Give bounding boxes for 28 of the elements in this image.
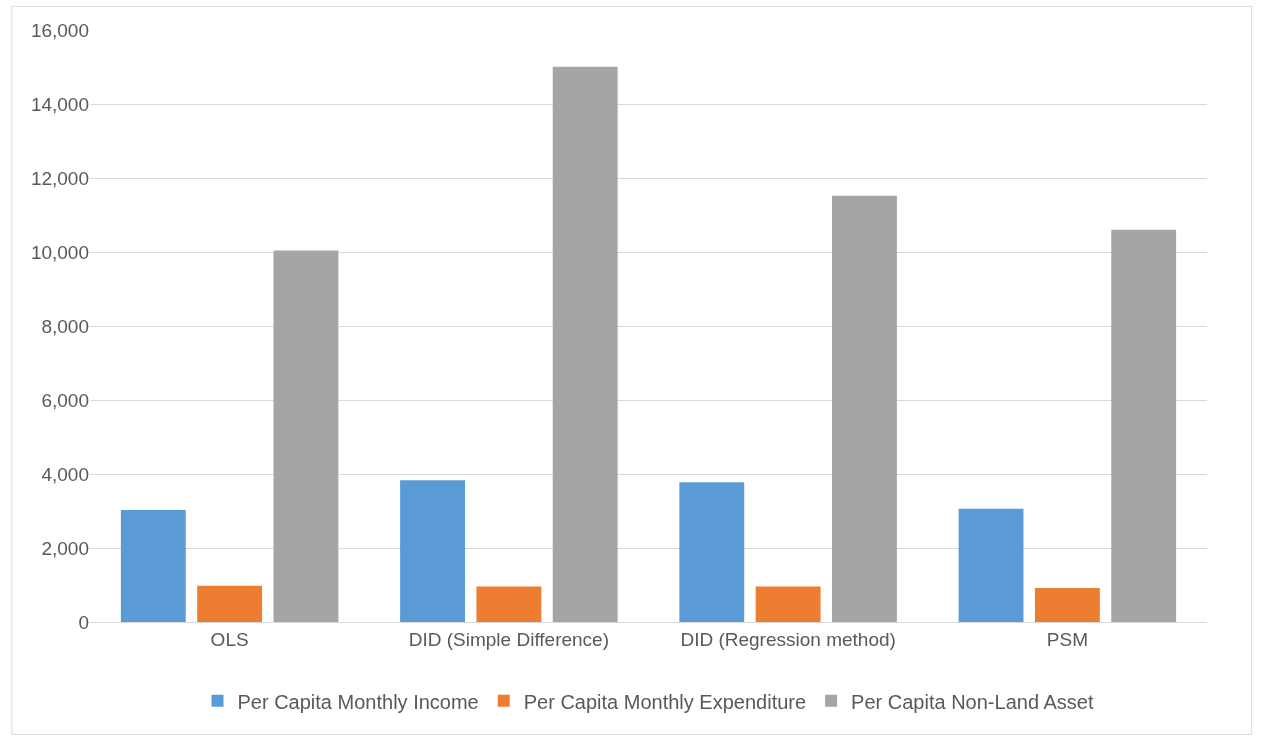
bar [273, 250, 339, 622]
bar [120, 509, 186, 622]
y-tick-label: 16,000 [30, 19, 89, 41]
y-tick-label: 0 [78, 611, 89, 633]
y-tick-label: 8,000 [41, 315, 89, 337]
bar [832, 195, 897, 622]
x-tick-label: PSM [1046, 628, 1088, 650]
y-tick-label: 14,000 [30, 93, 89, 115]
y-tick-label: 6,000 [41, 389, 89, 411]
bar [1034, 587, 1100, 622]
legend-label: Per Capita Monthly Expenditure [523, 690, 807, 713]
x-tick-label: DID (Regression method) [680, 628, 896, 650]
bar [1111, 229, 1177, 622]
y-tick-label: 12,000 [30, 167, 89, 189]
y-tick-label: 2,000 [41, 537, 89, 559]
bar [679, 482, 745, 622]
y-tick-label: 4,000 [41, 463, 89, 485]
bar [476, 586, 542, 622]
x-tick-label: OLS [210, 628, 249, 650]
bar [197, 585, 263, 622]
legend-label: Per Capita Monthly Income [237, 690, 479, 713]
x-tick-label: DID (Simple Difference) [408, 628, 610, 650]
legend-label: Per Capita Non-Land Asset [851, 690, 1094, 713]
bar [755, 586, 821, 622]
bar [552, 66, 618, 622]
y-tick-label: 10,000 [30, 241, 89, 263]
bar [400, 480, 465, 622]
bar [958, 508, 1024, 622]
